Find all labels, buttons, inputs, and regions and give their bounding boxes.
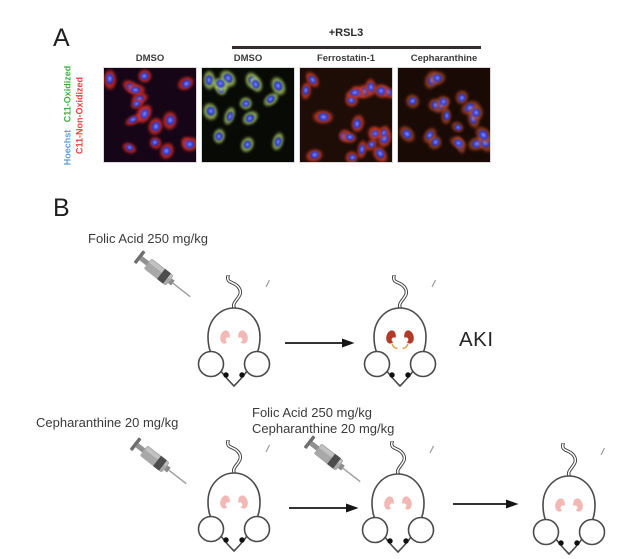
mouse-healthy-icon: [360, 440, 436, 555]
stain-legend-column-1: Hoechst C11-Oxidized: [63, 62, 74, 170]
combo-treatment-label: Folic Acid 250 mg/kg Cepharanthine 20 mg…: [252, 405, 394, 437]
micrograph-rsl3-dmso: [201, 67, 295, 163]
mouse-healthy-icon: [196, 274, 272, 389]
micrograph-rsl3-ferrostatin: [299, 67, 393, 163]
mouse-healthy-icon: [196, 439, 272, 554]
stain-label-hoechst: Hoechst: [62, 129, 73, 166]
arrow-icon: [285, 336, 355, 354]
column-label-dmso-1: DMSO: [135, 53, 165, 64]
cepharanthine-label: Cepharanthine 20 mg/kg: [36, 415, 179, 430]
syringe-icon: [126, 437, 196, 485]
rsl3-treatment-header: +RSL3: [328, 27, 364, 39]
mouse-aki-icon: [362, 274, 438, 389]
syringe-icon: [130, 250, 200, 298]
stain-label-c11-non-oxidized: C11-Non-Oxidized: [74, 77, 85, 155]
arrow-icon: [453, 497, 519, 515]
rsl3-underline: [232, 46, 481, 49]
mouse-healthy-icon: [531, 442, 607, 557]
stain-legend-column-2: C11-Non-Oxidized: [75, 62, 86, 170]
column-label-cepharanthine: Cepharanthine: [410, 53, 478, 64]
column-label-ferrostatin: Ferrostatin-1: [316, 53, 376, 64]
column-label-dmso-2: DMSO: [233, 53, 263, 64]
stain-label-c11-oxidized: C11-Oxidized: [62, 65, 73, 123]
cell-nucleus: [316, 111, 330, 123]
micrograph-rsl3-cepharanthine: [397, 67, 491, 163]
panel-b-label: B: [53, 194, 70, 222]
combo-treatment-line-2: Cepharanthine 20 mg/kg: [252, 421, 395, 436]
aki-outcome-label: AKI: [459, 328, 494, 351]
arrow-icon: [289, 501, 359, 519]
folic-acid-label: Folic Acid 250 mg/kg: [88, 231, 208, 246]
syringe-icon: [300, 435, 370, 483]
micrograph-dmso: [103, 67, 197, 163]
combo-treatment-line-1: Folic Acid 250 mg/kg: [252, 405, 372, 420]
panel-a-label: A: [53, 24, 70, 52]
